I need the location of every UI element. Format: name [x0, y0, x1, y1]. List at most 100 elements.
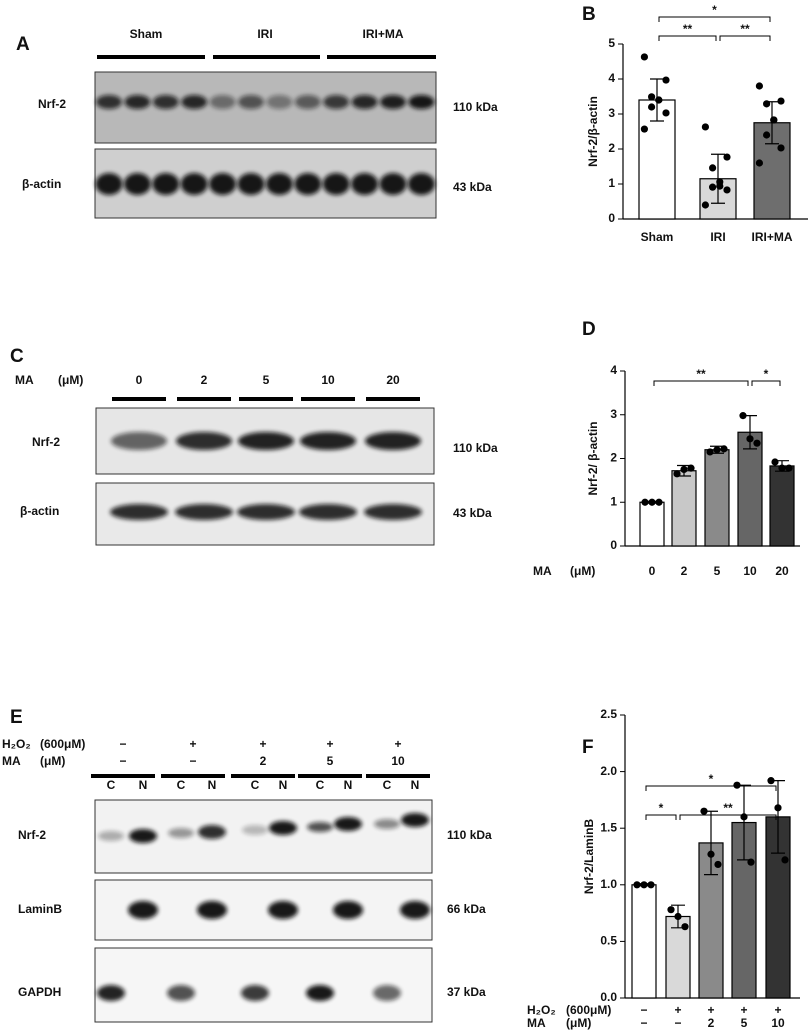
- y-tick-label: 4: [610, 363, 617, 377]
- blot: [94, 71, 437, 144]
- panel-letter: C: [10, 346, 24, 367]
- blot: [94, 148, 437, 219]
- x-tick-label: +: [674, 1003, 681, 1017]
- data-point: [680, 465, 688, 474]
- band: [123, 173, 151, 195]
- label: N: [208, 778, 217, 792]
- label: +: [189, 737, 196, 751]
- band: [400, 901, 430, 919]
- band: [96, 95, 122, 109]
- band: [110, 504, 168, 520]
- data-point: [747, 858, 755, 866]
- band: [242, 825, 268, 835]
- band: [373, 985, 401, 1001]
- label: (μM): [566, 1016, 591, 1030]
- band: [181, 95, 208, 109]
- data-point: [655, 498, 663, 506]
- band: [333, 901, 363, 919]
- y-tick-label: 1.0: [600, 877, 617, 891]
- y-tick-label: 1: [608, 176, 615, 190]
- data-point: [641, 498, 649, 506]
- y-tick-label: 0.5: [600, 934, 617, 948]
- y-axis-label: Nrf-2/LaminB: [582, 818, 596, 894]
- label: H₂O₂: [2, 737, 31, 751]
- band: [238, 432, 294, 450]
- label: 110 kDa: [447, 828, 492, 842]
- band: [111, 432, 167, 450]
- data-point: [640, 53, 649, 61]
- band: [294, 95, 321, 109]
- band: [237, 504, 295, 520]
- data-point: [681, 923, 689, 931]
- data-point: [655, 96, 663, 104]
- band: [379, 173, 407, 195]
- data-point: [740, 813, 748, 821]
- band: [129, 829, 157, 843]
- band: [380, 95, 406, 109]
- label: 2: [201, 373, 208, 387]
- significance-bracket: [751, 380, 781, 386]
- y-axis-label: Nrf-2/ β-actin: [586, 422, 600, 496]
- y-tick-label: 0: [610, 538, 617, 552]
- data-point: [777, 144, 785, 152]
- band: [408, 95, 435, 109]
- label: N: [139, 778, 148, 792]
- band: [241, 985, 269, 1001]
- data-point: [774, 804, 782, 812]
- band: [364, 504, 422, 520]
- data-point: [755, 159, 764, 167]
- band: [268, 901, 298, 919]
- label: β-actin: [22, 177, 61, 191]
- bar: [737, 431, 763, 547]
- data-point: [771, 458, 779, 466]
- significance-bracket: [658, 16, 771, 22]
- significance-bracket: [645, 814, 677, 820]
- x-tick-label: −: [640, 1016, 647, 1030]
- band: [176, 432, 232, 450]
- label: 5: [327, 754, 334, 768]
- y-tick-label: 2.5: [600, 707, 617, 721]
- label: 10: [391, 754, 405, 768]
- label: +: [394, 737, 401, 751]
- label: +: [259, 737, 266, 751]
- x-tick-label: +: [707, 1003, 714, 1017]
- panel-letter: B: [582, 4, 596, 25]
- x-tick-label: 0: [649, 564, 656, 578]
- data-point: [648, 498, 656, 506]
- x-tick-label: 10: [771, 1016, 785, 1030]
- data-point: [701, 123, 710, 131]
- label: C: [177, 778, 186, 792]
- y-tick-label: 5: [608, 36, 615, 50]
- data-point: [753, 439, 761, 447]
- band: [374, 819, 400, 829]
- band: [209, 173, 237, 195]
- data-point: [700, 807, 708, 815]
- y-tick-label: 1: [610, 494, 617, 508]
- x-tick-label: 20: [775, 564, 789, 578]
- data-point: [763, 100, 771, 108]
- data-point: [716, 182, 724, 190]
- x-tick-label: 2: [681, 564, 688, 578]
- x-tick-label: IRI: [710, 230, 725, 244]
- x-tick-label: −: [674, 1016, 681, 1030]
- band: [401, 813, 429, 827]
- panel-letter: E: [10, 707, 23, 728]
- label: IRI: [257, 27, 272, 41]
- label: C: [251, 778, 260, 792]
- significance-label: *: [712, 3, 717, 17]
- data-point: [707, 850, 715, 858]
- label: Nrf-2: [32, 435, 60, 449]
- panel-letter: A: [16, 34, 30, 55]
- label: +: [326, 737, 333, 751]
- data-point: [767, 777, 775, 785]
- error-bar: [711, 153, 725, 204]
- band: [95, 173, 123, 195]
- band: [351, 95, 378, 109]
- label: Sham: [130, 27, 163, 41]
- data-point: [713, 446, 721, 454]
- band: [197, 901, 227, 919]
- band: [269, 821, 297, 835]
- significance-bracket: [719, 35, 771, 41]
- data-point: [714, 860, 722, 869]
